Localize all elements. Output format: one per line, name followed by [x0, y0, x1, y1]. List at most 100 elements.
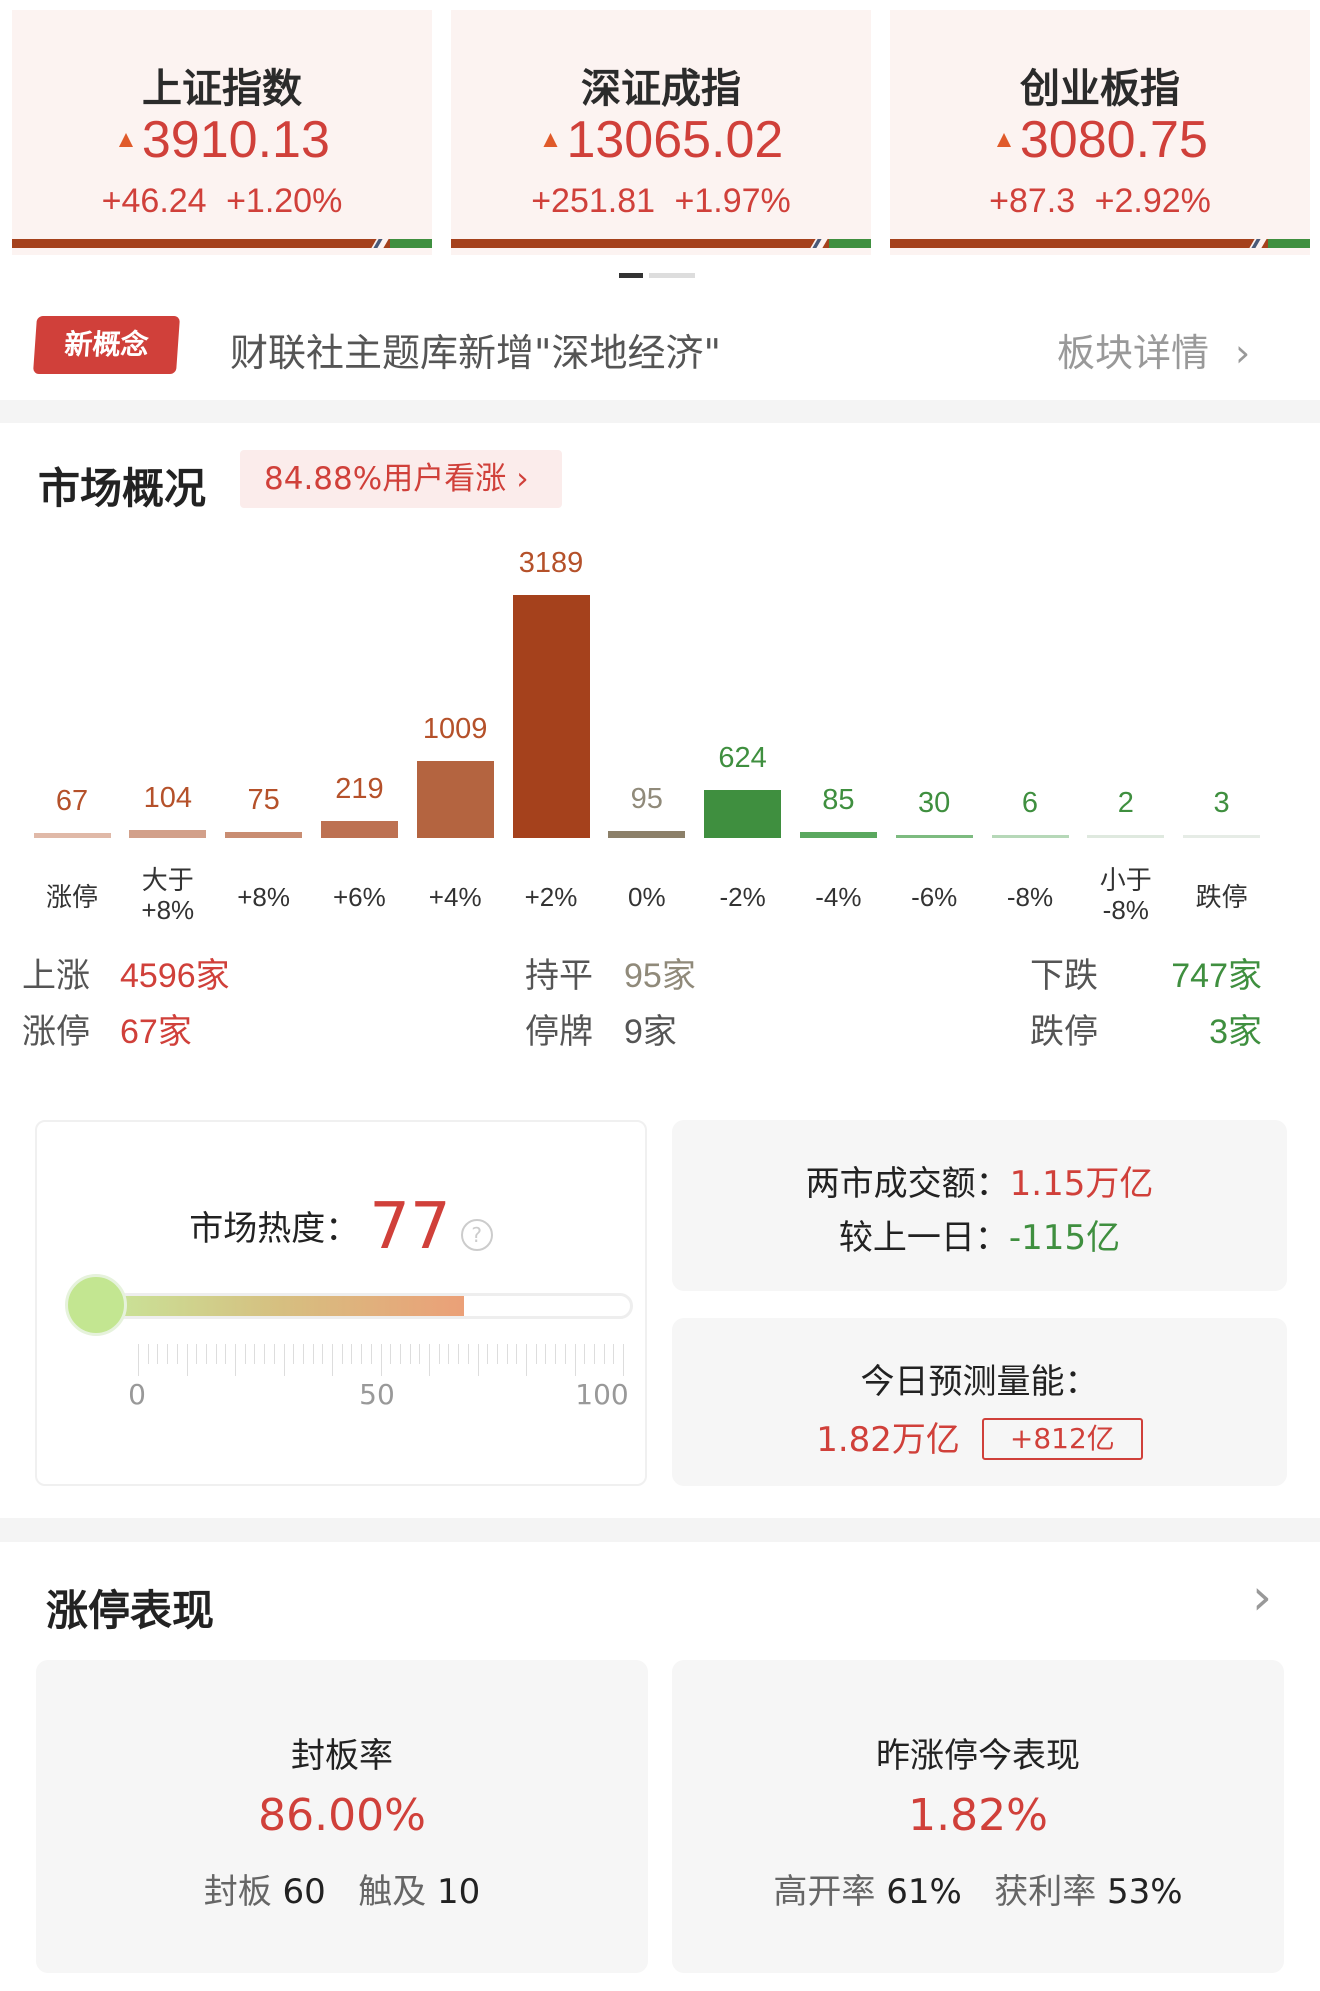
scale-tick — [283, 1344, 285, 1376]
scale-tick — [516, 1344, 518, 1364]
scale-tick — [429, 1344, 430, 1376]
scale-tick — [564, 1344, 566, 1364]
scale-tick — [196, 1344, 198, 1364]
up-arrow-icon: ▲ — [114, 126, 138, 153]
scale-tick — [302, 1344, 304, 1364]
bullish-sentiment-pill[interactable]: 84.88%用户看涨 › — [240, 450, 562, 508]
index-card-shanghai[interactable]: 上证指数 ▲3910.13 +46.24 +1.20% — [12, 10, 432, 255]
turnover-diff: -115亿 — [1008, 1218, 1121, 1258]
forecast-value: 1.82万亿 — [816, 1420, 960, 1460]
new-concept-tag: 新概念 — [32, 316, 181, 374]
scale-tick — [273, 1344, 275, 1364]
yesterday-title: 昨涨停今表现 — [876, 1736, 1080, 1776]
seal-value: 86.00% — [258, 1790, 426, 1841]
profit-rate: 53% — [1107, 1872, 1183, 1912]
scale-tick — [147, 1344, 149, 1364]
scale-tick — [138, 1344, 139, 1376]
seal-rate-card[interactable]: 封板率 86.00% 封板 60 触及 10 — [36, 1660, 648, 1973]
heat-tick-0: 0 — [128, 1378, 146, 1411]
breadth-bar — [12, 239, 432, 248]
index-card-chinext[interactable]: 创业板指 ▲3080.75 +87.3 +2.92% — [890, 10, 1310, 255]
category-label: 大于 +8% — [141, 865, 195, 925]
index-card-shenzhen[interactable]: 深证成指 ▲13065.02 +251.81 +1.97% — [451, 10, 871, 255]
scale-tick — [603, 1344, 605, 1364]
bar-11 — [1087, 835, 1165, 838]
scale-tick — [186, 1344, 188, 1376]
bar-8 — [799, 831, 877, 838]
bar-value-label: 30 — [918, 787, 951, 819]
help-icon[interactable]: ? — [460, 1219, 493, 1251]
index-name: 创业板指 — [1020, 66, 1180, 112]
scale-tick — [623, 1344, 624, 1376]
section-divider — [0, 1518, 1320, 1542]
turnover-card: 两市成交额：1.15万亿 较上一日：-115亿 — [672, 1120, 1287, 1291]
scale-tick — [167, 1344, 169, 1364]
bar-1 — [129, 830, 207, 838]
market-heat-card: 市场热度： 77? 0 50 100 — [35, 1120, 647, 1486]
scale-tick — [438, 1344, 440, 1364]
bar-2 — [225, 832, 303, 838]
category-label: 跌停 — [1195, 882, 1248, 912]
up-label: 上涨 — [22, 957, 90, 995]
index-change: +251.81 — [531, 182, 656, 220]
bullish-sentiment-text: 84.88%用户看涨 — [264, 461, 507, 497]
bar-value-label: 104 — [143, 782, 192, 815]
scale-tick — [399, 1344, 401, 1364]
category-label: +2% — [524, 882, 578, 912]
category-label: -8% — [1006, 882, 1054, 912]
category-label: -6% — [911, 882, 958, 912]
heat-tick-100: 100 — [575, 1378, 629, 1411]
bar-value-label: 2 — [1117, 787, 1134, 819]
category-label: -4% — [815, 882, 862, 912]
heat-label: 市场热度： — [189, 1209, 360, 1249]
bar-value-label: 95 — [630, 782, 663, 815]
limit-title: 涨停表现 — [46, 1586, 215, 1635]
scale-tick — [215, 1344, 217, 1364]
bar-value-label: 3189 — [518, 547, 584, 579]
sealed-count: 60 — [282, 1872, 326, 1912]
bar-value-label: 219 — [335, 773, 384, 806]
touched-label: 触及 — [358, 1872, 427, 1912]
chevron-right-icon: › — [1235, 331, 1251, 375]
section-divider — [0, 400, 1320, 423]
scale-tick — [419, 1344, 421, 1364]
bar-value-label: 6 — [1021, 787, 1039, 819]
scale-tick — [225, 1344, 227, 1364]
bar-0 — [33, 832, 111, 838]
limit-up-count: 67家 — [120, 1013, 192, 1051]
scale-tick — [205, 1344, 207, 1364]
chevron-right-icon: › — [516, 461, 529, 497]
sealed-label: 封板 — [203, 1872, 272, 1912]
scale-tick — [361, 1344, 363, 1364]
scale-tick — [467, 1344, 469, 1364]
heat-value: 77 — [369, 1190, 451, 1264]
scale-tick — [555, 1344, 557, 1364]
category-label: +8% — [237, 882, 290, 912]
chevron-right-icon[interactable]: › — [1252, 1568, 1272, 1626]
scale-tick — [496, 1344, 498, 1364]
high-open-rate: 61% — [886, 1872, 962, 1912]
scale-tick — [264, 1344, 266, 1364]
bar-4 — [416, 761, 494, 838]
category-label: +4% — [428, 882, 482, 912]
banner-text[interactable]: 财联社主题库新增"深地经济" — [230, 331, 721, 375]
heat-fill — [97, 1296, 464, 1316]
sector-details-label: 板块详情 — [1057, 331, 1210, 375]
index-value: 13065.02 — [566, 111, 784, 169]
index-pct: +2.92% — [1094, 182, 1211, 220]
breadth-bar — [890, 239, 1310, 248]
bar-10 — [991, 835, 1069, 838]
bar-value-label: 1009 — [422, 713, 488, 746]
index-pct: +1.20% — [226, 182, 343, 220]
scale-tick — [351, 1344, 353, 1364]
heat-tick-50: 50 — [359, 1378, 395, 1411]
sector-details-link[interactable]: 板块详情 › — [1057, 322, 1250, 377]
scale-tick — [593, 1344, 595, 1364]
limit-down-label: 跌停 — [1030, 1013, 1098, 1051]
carousel-dot-active[interactable] — [619, 273, 643, 278]
yesterday-limit-card[interactable]: 昨涨停今表现 1.82% 高开率 61% 获利率 53% — [672, 1660, 1284, 1973]
category-label: 0% — [628, 882, 666, 912]
up-count: 4596家 — [120, 957, 230, 995]
category-label: 小于 -8% — [1099, 865, 1152, 925]
carousel-dot[interactable] — [649, 273, 695, 278]
